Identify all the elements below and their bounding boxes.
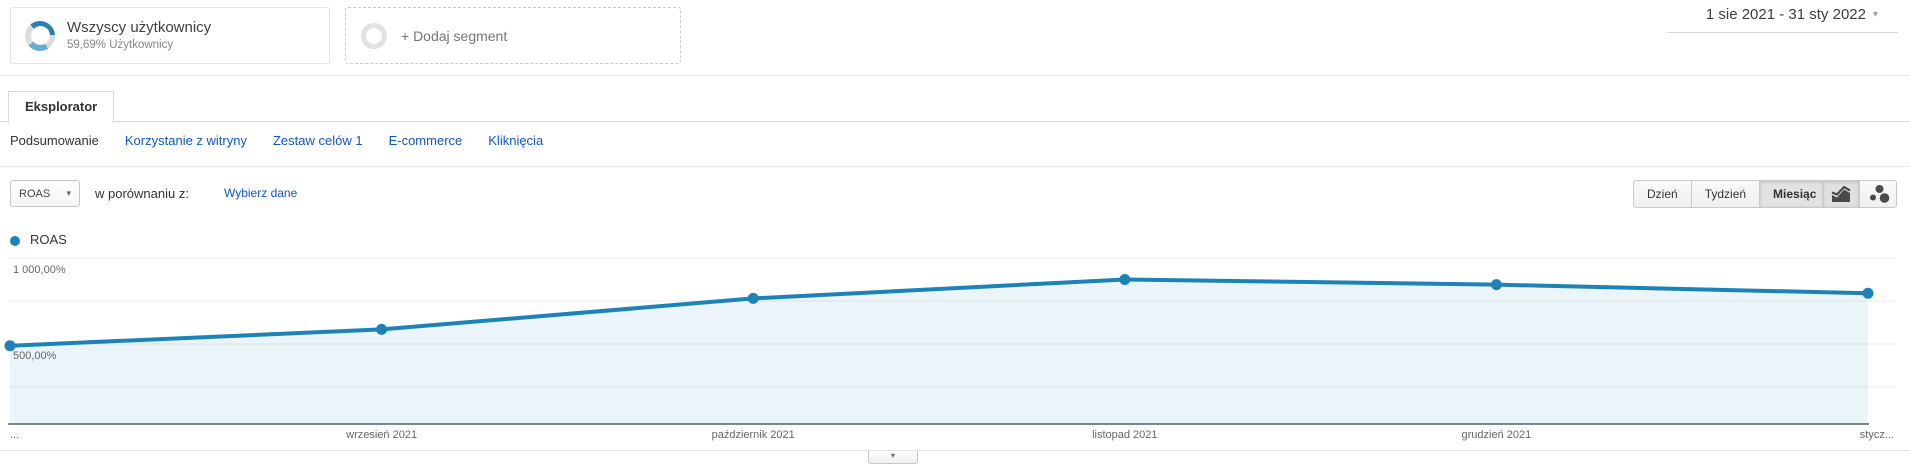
segment-card-text: Wszyscy użytkownicy 59,69% Użytkownicy (67, 19, 211, 53)
granularity-week-button[interactable]: Tydzień (1690, 180, 1761, 208)
x-tick-label: stycz... (1859, 429, 1894, 441)
motion-chart-icon (1870, 185, 1890, 203)
date-range-label: 1 sie 2021 - 31 sty 2022 (1705, 6, 1866, 23)
segment-donut-icon (25, 20, 55, 51)
report-subtabs: Podsumowanie Korzystanie z witryny Zesta… (10, 133, 543, 148)
y-tick-label: 500,00% (13, 350, 57, 362)
data-point[interactable] (747, 292, 759, 304)
chart-footer-line (0, 450, 1910, 451)
x-tick-label: listopad 2021 (1092, 429, 1158, 441)
add-segment-button[interactable]: + Dodaj segment (345, 7, 681, 64)
add-segment-label: + Dodaj segment (401, 27, 508, 44)
metric-select[interactable]: ROAS ▾ (10, 180, 80, 207)
area-fill (10, 279, 1868, 424)
date-range-caret-icon: ▾ (1872, 9, 1878, 20)
roas-chart[interactable] (0, 215, 1910, 450)
x-tick-label: wrzesień 2021 (346, 429, 418, 441)
subtab-clicks[interactable]: Kliknięcia (488, 133, 544, 148)
x-tick-label: październik 2021 (711, 429, 795, 441)
segment-subtitle: 59,69% Użytkownicy (67, 38, 174, 51)
legend-series-dot (10, 236, 20, 246)
roas-line (8, 277, 1870, 348)
segment-card-all-users[interactable]: Wszyscy użytkownicy 59,69% Użytkownicy (10, 7, 330, 64)
line-chart-icon (1831, 185, 1851, 202)
header-divider (0, 75, 1910, 76)
compare-with-label: w porównaniu z: (95, 186, 189, 201)
subtab-site-usage[interactable]: Korzystanie z witryny (124, 133, 247, 148)
date-range-underline (1667, 32, 1898, 33)
segment-donut-hole (30, 26, 50, 45)
legend-series-label: ROAS (30, 232, 67, 247)
tab-explorer[interactable]: Eksplorator (8, 91, 115, 123)
metric-select-caret-icon: ▾ (66, 188, 71, 198)
subtab-summary[interactable]: Podsumowanie (10, 133, 99, 148)
data-point[interactable] (1119, 274, 1131, 285)
data-point[interactable] (376, 323, 388, 335)
subtab-goal-set-1[interactable]: Zestaw celów 1 (272, 133, 363, 148)
subtab-divider (0, 166, 1910, 167)
data-point[interactable] (1862, 287, 1874, 299)
granularity-button-group: Dzień Tydzień Miesiąc (1633, 180, 1831, 208)
x-axis-labels: ... wrzesień 2021 październik 2021 listopad… (0, 429, 1910, 445)
tab-bar-line (0, 121, 1910, 122)
add-segment-circle-icon (361, 22, 387, 49)
chart-type-button-group (1822, 180, 1897, 208)
select-data-link[interactable]: Wybierz dane (224, 186, 298, 200)
subtab-ecommerce[interactable]: E-commerce (388, 133, 463, 148)
chart-type-motion-button[interactable] (1859, 180, 1897, 208)
data-point[interactable] (4, 340, 16, 352)
data-point[interactable] (1490, 279, 1502, 291)
chart-type-line-button[interactable] (1822, 180, 1860, 208)
date-range-picker[interactable]: 1 sie 2021 - 31 sty 2022 ▾ (1600, 6, 1878, 23)
granularity-month-button[interactable]: Miesiąc (1759, 180, 1831, 208)
granularity-day-button[interactable]: Dzień (1633, 180, 1692, 208)
y-tick-label: 1 000,00% (13, 264, 66, 276)
x-tick-label: ... (10, 429, 20, 441)
metric-select-value: ROAS (19, 187, 51, 200)
segment-title: Wszyscy użytkownicy (67, 18, 212, 36)
expand-chart-caret-icon[interactable]: ▾ (868, 451, 918, 464)
x-tick-label: grudzień 2021 (1461, 429, 1532, 441)
